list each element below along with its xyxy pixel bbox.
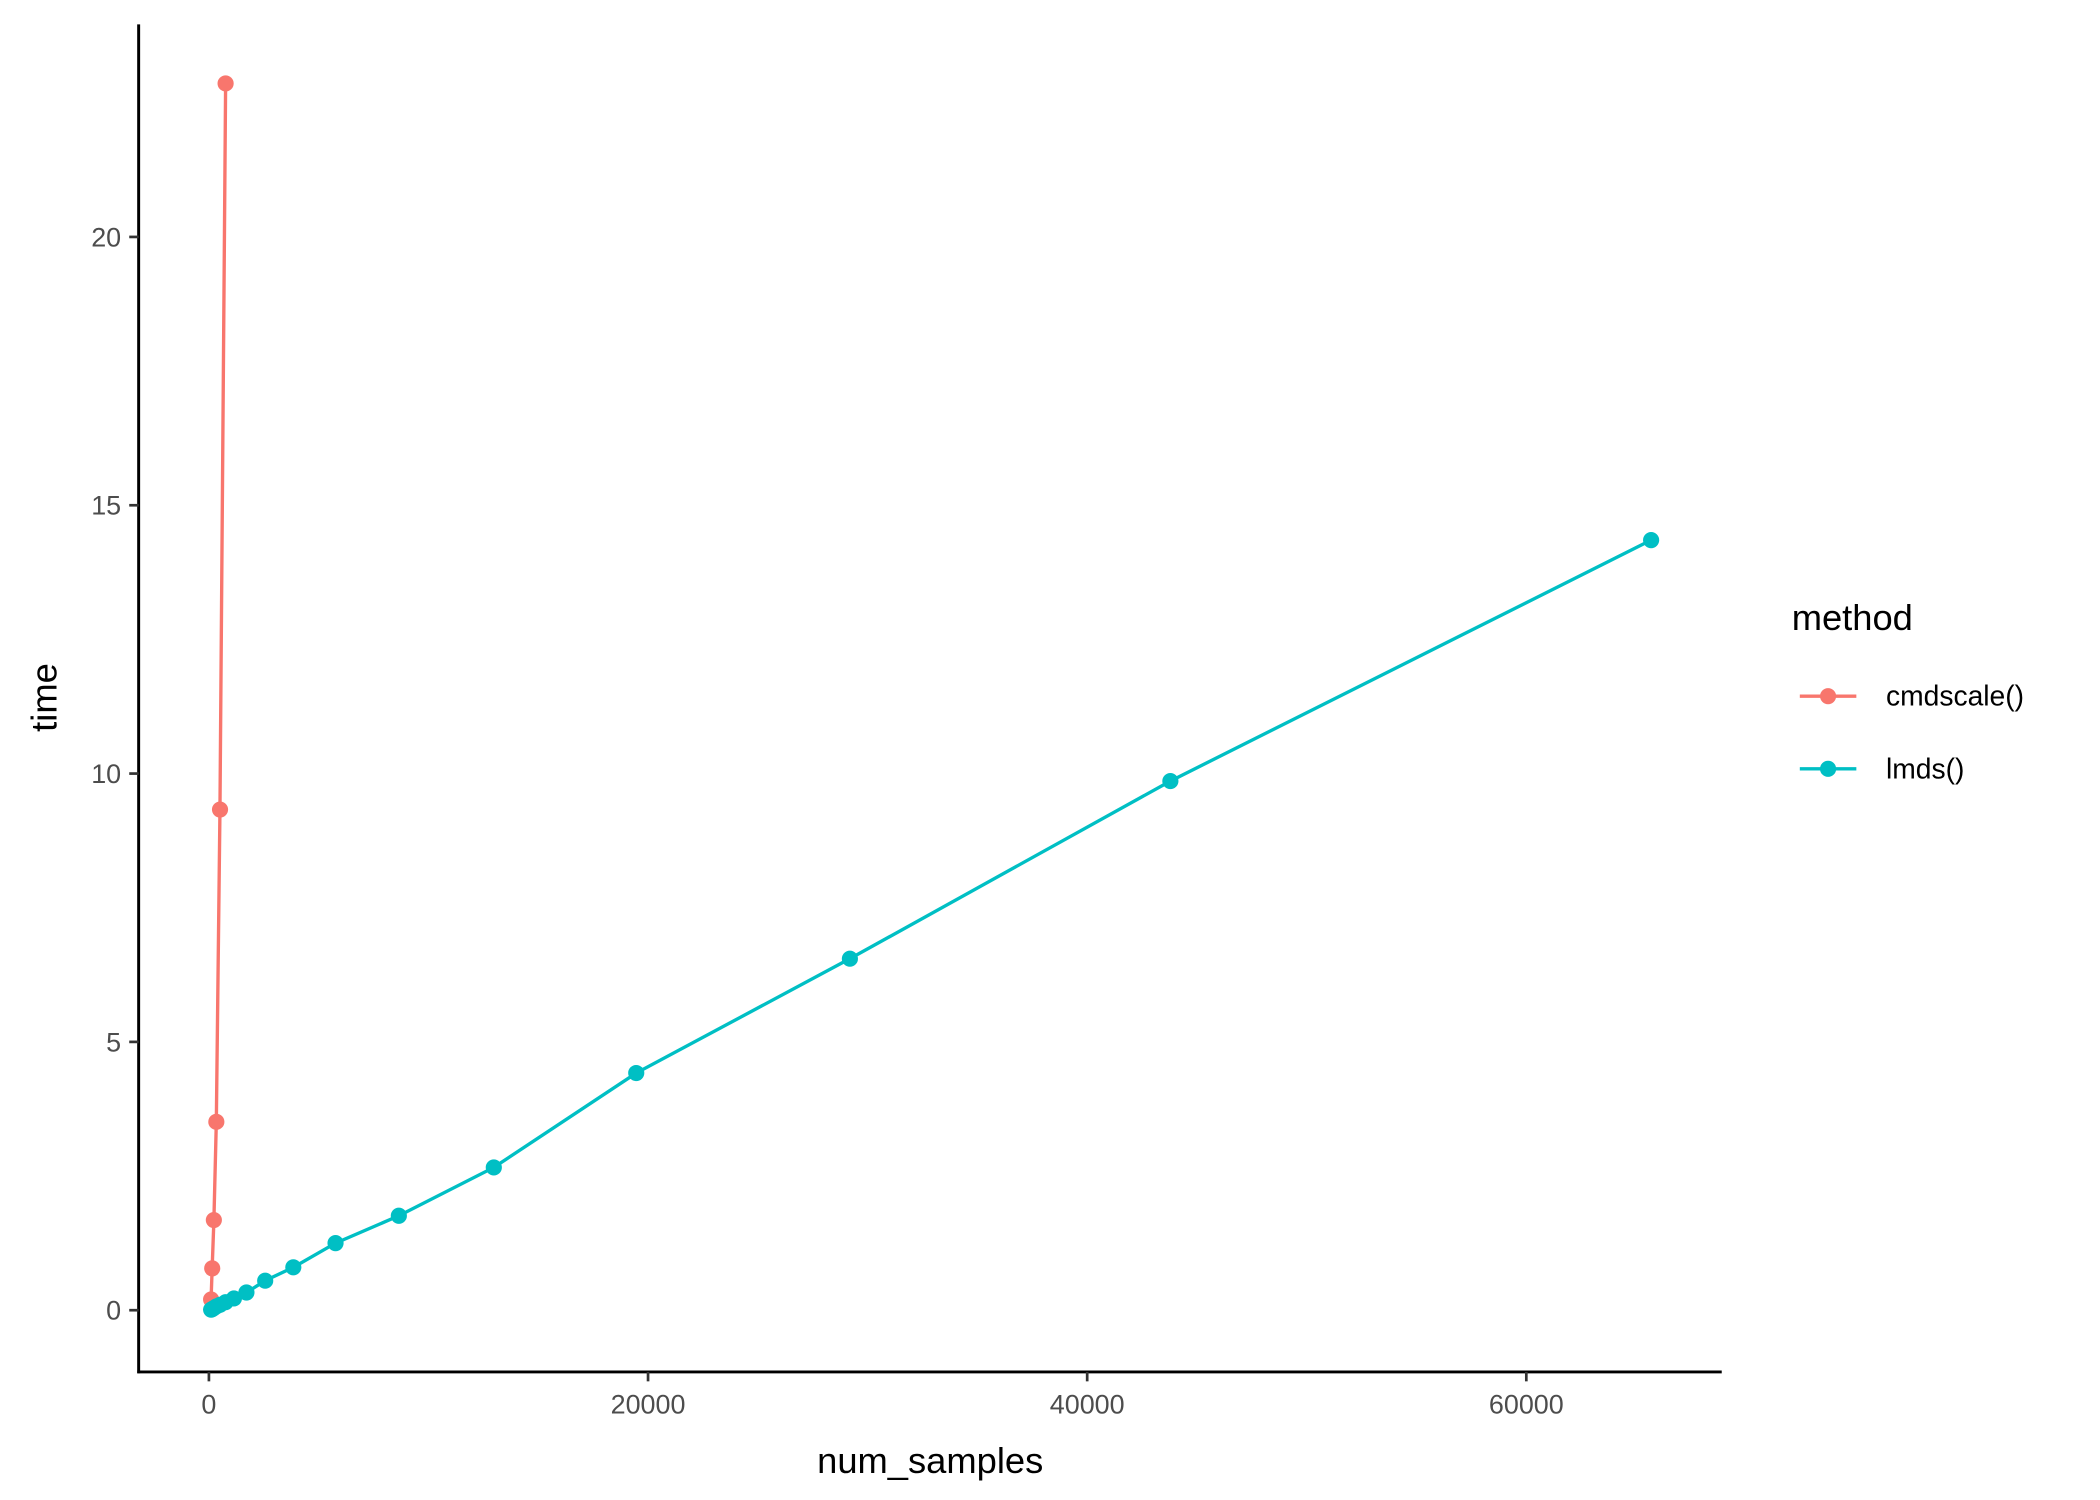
data-point xyxy=(1643,532,1660,549)
data-point xyxy=(257,1272,274,1289)
legend-title: method xyxy=(1792,597,1913,638)
y-tick-label: 0 xyxy=(106,1296,121,1326)
plot-marks xyxy=(203,75,1660,1318)
data-point xyxy=(217,75,234,92)
legend-item-cmdscale: cmdscale() xyxy=(1799,680,2024,712)
legend-label: cmdscale() xyxy=(1886,680,2024,712)
x-axis-title: num_samples xyxy=(817,1440,1043,1481)
x-tick-label: 60000 xyxy=(1489,1390,1564,1420)
series-line-1 xyxy=(210,538,1652,1312)
data-point xyxy=(1162,773,1179,790)
data-point xyxy=(238,1284,255,1301)
x-tick-label: 0 xyxy=(201,1390,216,1420)
legend-key-point xyxy=(1820,688,1837,705)
data-point xyxy=(485,1159,502,1176)
y-axis-title: time xyxy=(24,663,65,732)
legend-key-point xyxy=(1820,760,1837,777)
data-point xyxy=(390,1207,407,1224)
data-point xyxy=(285,1259,302,1276)
data-point xyxy=(205,1211,222,1229)
data-point xyxy=(841,950,858,967)
x-tick-label: 40000 xyxy=(1050,1390,1125,1420)
data-point xyxy=(327,1235,344,1252)
y-tick-label: 20 xyxy=(91,222,121,252)
legend-item-lmds: lmds() xyxy=(1799,752,1964,784)
legend-label: lmds() xyxy=(1886,752,1964,784)
legend: method cmdscale() lmds() xyxy=(1792,597,2024,784)
data-point xyxy=(225,1290,243,1307)
x-tick-label: 20000 xyxy=(611,1390,686,1420)
y-tick-label: 5 xyxy=(106,1027,121,1057)
y-tick-label: 15 xyxy=(91,491,121,521)
data-point xyxy=(204,1260,221,1277)
data-point xyxy=(208,1113,225,1130)
data-point xyxy=(628,1064,645,1082)
data-point xyxy=(211,801,229,818)
y-tick-label: 10 xyxy=(91,759,121,789)
axis-ticks: 0 20000 40000 60000 0 5 10 15 20 xyxy=(91,222,1564,1419)
